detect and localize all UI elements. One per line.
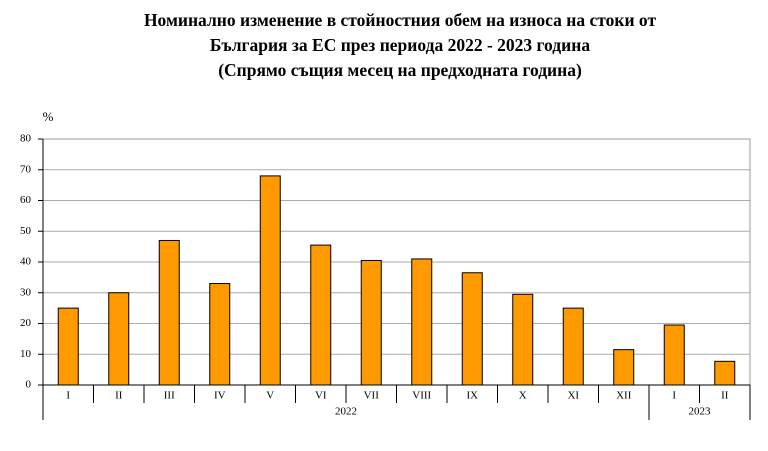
bar [310,244,332,386]
x-tick-label: VII [364,390,380,402]
x-tick-label: VIII [412,390,431,402]
y-tick-label: 70 [20,163,32,175]
y-tick-label: 10 [20,348,32,360]
x-tick-label: I [672,390,676,402]
bar [663,324,685,386]
x-tick-label: VI [315,390,327,402]
chart-title: Номинално изменение в стойностния обем н… [144,10,657,30]
y-tick-label: 30 [20,286,32,298]
y-tick-label: 80 [20,133,32,145]
bar [461,272,483,386]
x-tick-label: V [266,390,274,402]
bar [57,307,79,386]
chart-title: България за ЕС през периода 2022 - 2023 … [210,35,590,55]
bar [158,239,180,386]
y-tick-label: 60 [20,194,32,206]
bar [259,175,281,386]
x-tick-label: II [115,390,123,402]
x-tick-label: XI [567,390,579,402]
bar [209,283,231,386]
x-tick-label: III [164,390,175,402]
chart-title: (Спрямо същия месец на предходната годин… [218,60,582,80]
bar [360,259,382,386]
bar [714,360,736,386]
x-tick-label: IV [214,390,226,402]
x-tick-label: II [721,390,729,402]
y-tick-label: 20 [20,317,32,329]
group-label: 2023 [689,406,712,418]
group-label: 2022 [335,406,357,418]
x-tick-label: I [66,390,70,402]
x-tick-label: X [519,390,527,402]
y-tick-label: 0 [26,379,32,391]
y-tick-label: 50 [20,225,32,237]
x-tick-label: IX [466,390,478,402]
bar [512,293,534,386]
bar [562,307,584,386]
bar [108,292,130,386]
y-axis-label: % [43,109,54,124]
bar [613,349,635,386]
y-tick-label: 40 [20,256,32,268]
bar [411,258,433,386]
x-tick-label: XII [616,390,632,402]
